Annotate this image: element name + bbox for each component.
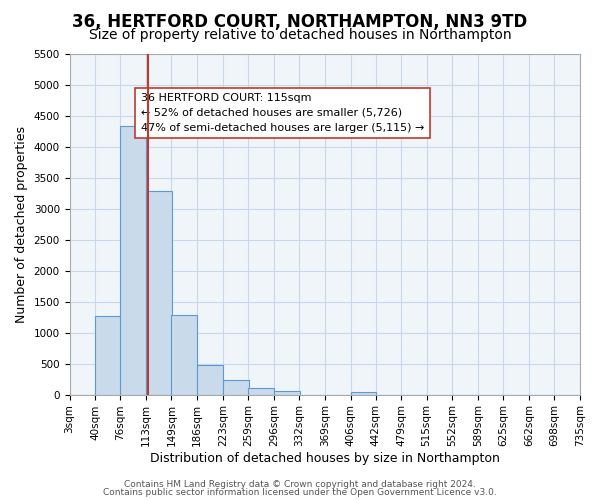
- Text: 36, HERTFORD COURT, NORTHAMPTON, NN3 9TD: 36, HERTFORD COURT, NORTHAMPTON, NN3 9TD: [73, 12, 527, 30]
- Y-axis label: Number of detached properties: Number of detached properties: [15, 126, 28, 323]
- Bar: [172, 314, 197, 394]
- Text: Contains public sector information licensed under the Open Government Licence v3: Contains public sector information licen…: [103, 488, 497, 497]
- Bar: [274, 391, 299, 394]
- X-axis label: Distribution of detached houses by size in Northampton: Distribution of detached houses by size …: [150, 452, 500, 465]
- Text: 36 HERTFORD COURT: 115sqm
← 52% of detached houses are smaller (5,726)
47% of se: 36 HERTFORD COURT: 115sqm ← 52% of detac…: [141, 93, 424, 133]
- Text: Contains HM Land Registry data © Crown copyright and database right 2024.: Contains HM Land Registry data © Crown c…: [124, 480, 476, 489]
- Bar: [223, 380, 249, 394]
- Bar: [95, 316, 121, 394]
- Bar: [121, 126, 146, 394]
- Bar: [146, 191, 172, 394]
- Bar: [350, 392, 376, 394]
- Text: Size of property relative to detached houses in Northampton: Size of property relative to detached ho…: [89, 28, 511, 42]
- Bar: [197, 365, 223, 394]
- Bar: [248, 388, 274, 394]
